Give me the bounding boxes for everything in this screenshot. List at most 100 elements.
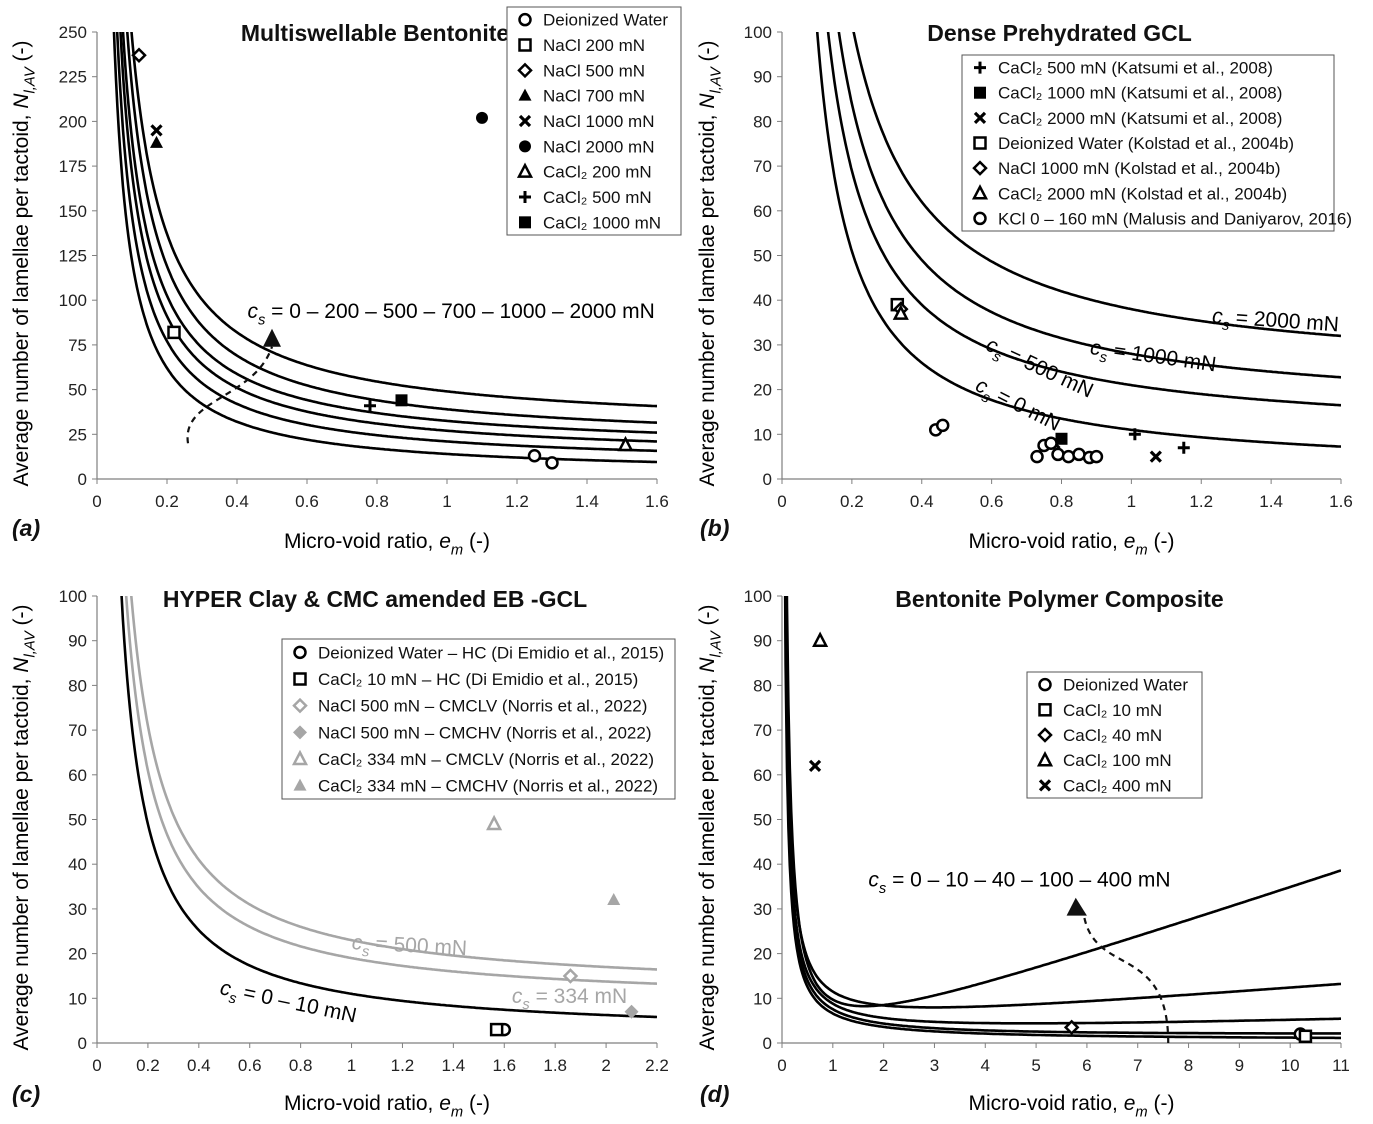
data-point	[607, 892, 621, 905]
series-line	[115, 32, 657, 453]
data-point	[973, 136, 987, 150]
legend-label: CaCl₂ 200 mN	[543, 163, 652, 182]
x-tick-label: 1.4	[442, 1056, 466, 1075]
arrow-head	[1066, 897, 1087, 916]
chart-panel: 0 10 20 30 40 50 60 70 80 90 100 0 0.2 0.4 0.6 0.8 1 1.2 1…	[10, 582, 676, 1120]
series-line	[815, 32, 1341, 448]
y-tick-label: 150	[59, 202, 87, 221]
data-point	[624, 1004, 639, 1019]
legend-label: NaCl 500 mN – CMCLV (Norris et al., 2022…	[318, 697, 647, 716]
legend: Deionized Water – HC (Di Emidio et al., …	[281, 638, 676, 800]
y-tick-label: 0	[763, 470, 772, 489]
legend-label: Deionized Water (Kolstad et al., 2004b)	[998, 134, 1294, 153]
series-line	[784, 596, 1341, 1025]
dashed-arrow	[1066, 897, 1170, 1044]
data-point	[1038, 779, 1052, 792]
x-tick-label: 11	[1332, 1056, 1350, 1075]
data-point	[1030, 449, 1044, 464]
x-tick-label: 1.6	[645, 492, 669, 511]
y-tick-label: 90	[68, 632, 87, 651]
x-tick-label: 0	[92, 492, 101, 511]
data-point	[293, 778, 307, 791]
y-tick-label: 60	[753, 766, 772, 785]
data-point	[545, 456, 559, 470]
data-point	[518, 12, 532, 27]
y-tick-label: 125	[59, 247, 87, 266]
y-tick-label: 100	[59, 587, 87, 606]
legend-box	[961, 54, 1335, 232]
y-tick-label: 10	[68, 989, 87, 1008]
chart-panel: 0 25 50 75 100 125 150 175 200 225 250 0 0.2 0.4 0.6 0.…	[10, 6, 682, 558]
legend-box	[506, 6, 682, 236]
x-tick-label: 0.2	[136, 1056, 160, 1075]
series-line	[837, 32, 1341, 379]
y-tick-label: 100	[59, 291, 87, 310]
x-tick-label: 2.2	[645, 1056, 669, 1075]
x-tick-label: 0.4	[187, 1056, 211, 1075]
data-point	[518, 38, 532, 52]
annotation: cs​ = 0 – 10 mN	[218, 976, 358, 1027]
curves-group	[120, 596, 657, 1019]
series-line	[112, 32, 657, 464]
title-bg	[232, 16, 522, 46]
curves-group	[112, 32, 657, 464]
x-tick-label: 0.4	[225, 492, 249, 511]
legend-label: CaCl₂ 500 mN (Katsumi et al., 2008)	[998, 59, 1273, 78]
y-tick-label: 90	[753, 68, 772, 87]
data-point	[167, 325, 181, 340]
data-point	[808, 759, 822, 772]
y-tick-label: 80	[68, 676, 87, 695]
x-axis-label: Micro-void ratio, em​ (-)	[969, 530, 1175, 558]
data-point	[519, 140, 531, 153]
legend-label: NaCl 2000 mN	[543, 137, 655, 156]
data-point	[935, 418, 950, 433]
y-tick-label: 25	[68, 425, 87, 444]
data-point	[150, 135, 163, 148]
data-point	[972, 160, 988, 176]
y-tick-label: 75	[68, 336, 87, 355]
legend-label: NaCl 500 mN	[543, 61, 645, 80]
series-line	[124, 596, 657, 985]
arrow-head	[263, 328, 281, 347]
data-point	[1089, 449, 1104, 464]
y-tick-label: 100	[744, 23, 772, 42]
chart-title: Multiswellable Bentonite	[241, 20, 509, 46]
legend-label: CaCl₂ 2000 mN (Katsumi et al., 2008)	[998, 109, 1282, 128]
x-tick-label: 0.8	[289, 1056, 313, 1075]
title-bg	[916, 582, 1207, 612]
x-tick-label: 1.4	[575, 492, 599, 511]
title-bg	[916, 16, 1207, 46]
legend-label: Deionized Water	[543, 11, 668, 30]
series-line	[119, 32, 657, 443]
data-point	[1298, 1029, 1313, 1044]
data-point	[971, 184, 989, 200]
data-point	[1149, 450, 1162, 463]
y-tick-label: 0	[763, 1034, 772, 1053]
data-point	[516, 162, 534, 178]
y-tick-label: 20	[753, 945, 772, 964]
series-line	[826, 32, 1341, 407]
y-tick-label: 60	[68, 766, 87, 785]
legend-label: CaCl₂ 400 mN	[1063, 776, 1172, 795]
annotation: cs​ = 1000 mN	[1089, 336, 1218, 376]
series-line	[130, 596, 657, 971]
chart-title: HYPER Clay & CMC amended EB -GCL	[163, 586, 587, 612]
series-line	[784, 596, 1341, 1035]
y-tick-label: 30	[68, 900, 87, 919]
annotation-text: cs​ = 0 – 200 – 500 – 700 – 1000 – 2000 …	[248, 300, 655, 328]
chart-panel: 0 10 20 30 40 50 60 70 80 90 100 0 1 2 3 4 5 6 7 8 9 10 11 Bent…	[696, 582, 1350, 1120]
panel-label: (c)	[12, 1081, 40, 1107]
y-axis-label: Average number of lamellae per tactoid, …	[696, 41, 724, 487]
y-tick-label: 40	[753, 855, 772, 874]
x-tick-label: 1	[1127, 492, 1136, 511]
data-point	[892, 304, 909, 320]
data-point	[293, 672, 307, 686]
data-point	[293, 725, 307, 740]
legend-label: CaCl₂ 1000 mN	[543, 213, 661, 232]
y-tick-label: 10	[753, 425, 772, 444]
legend-label: NaCl 700 mN	[543, 87, 645, 106]
data-point	[812, 631, 829, 647]
y-tick-label: 250	[59, 23, 87, 42]
legend: CaCl₂ 500 mN (Katsumi et al., 2008) CaCl₂…	[961, 54, 1352, 232]
